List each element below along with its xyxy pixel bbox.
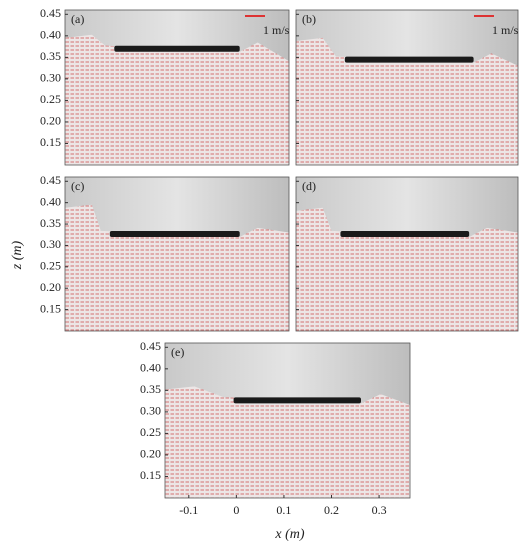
plate bbox=[344, 56, 474, 63]
panel-label: (a) bbox=[71, 12, 84, 26]
y-tick-label: 0.45 bbox=[40, 173, 61, 187]
panel: (c) 0.15 0.20 0.25 0.30 0.35 0.40 0.45 bbox=[40, 173, 290, 332]
water-vector-field bbox=[165, 386, 410, 498]
y-tick-label: 0.45 bbox=[40, 6, 61, 20]
y-tick-label: 0.35 bbox=[40, 216, 61, 230]
y-tick-label: 0.40 bbox=[140, 361, 161, 375]
y-tick-label: 0.25 bbox=[40, 92, 61, 106]
y-tick-label: 0.30 bbox=[40, 71, 61, 85]
scale-arrow bbox=[245, 15, 265, 17]
panel-label: (c) bbox=[71, 179, 84, 193]
scale-arrow bbox=[474, 15, 494, 17]
y-tick-label: 0.20 bbox=[40, 280, 61, 294]
water-vector-field bbox=[296, 207, 518, 331]
plate bbox=[114, 45, 240, 52]
y-tick-label: 0.15 bbox=[40, 135, 61, 149]
panel: (d) bbox=[295, 176, 519, 332]
y-tick-label: 0.30 bbox=[140, 404, 161, 418]
y-axis-label: z (m) bbox=[10, 240, 25, 270]
panel-label: (b) bbox=[302, 12, 316, 26]
y-tick-label: 0.15 bbox=[40, 301, 61, 315]
panel-frame bbox=[64, 9, 290, 166]
scale-label: 1 m/s bbox=[263, 23, 290, 37]
x-tick-label: 0.3 bbox=[372, 503, 387, 517]
x-tick-label: -0.1 bbox=[179, 503, 198, 517]
y-tick-label: 0.25 bbox=[40, 259, 61, 273]
water-vector-field bbox=[65, 34, 289, 165]
panel-frame bbox=[164, 342, 411, 499]
y-tick-label: 0.35 bbox=[140, 382, 161, 396]
y-tick-label: 0.20 bbox=[40, 114, 61, 128]
x-tick-label: 0 bbox=[233, 503, 239, 517]
y-tick-label: 0.35 bbox=[40, 49, 61, 63]
water-vector-field bbox=[296, 37, 518, 165]
panel-frame bbox=[295, 9, 519, 166]
panel: (e) 0.15 0.20 0.25 0.30 0.35 0.40 0.45 -0.1 0 0.1 0… bbox=[140, 339, 411, 517]
x-tick-label: 0.2 bbox=[324, 503, 339, 517]
y-tick-label: 0.30 bbox=[40, 237, 61, 251]
y-tick-label: 0.40 bbox=[40, 194, 61, 208]
y-tick-label: 0.45 bbox=[140, 339, 161, 353]
panel-label: (e) bbox=[171, 345, 184, 359]
panel-frame bbox=[64, 176, 290, 332]
y-tick-label: 0.40 bbox=[40, 28, 61, 42]
scale-label: 1 m/s bbox=[492, 23, 519, 37]
y-tick-label: 0.20 bbox=[140, 447, 161, 461]
panel-frame bbox=[295, 176, 519, 332]
y-tick-label: 0.15 bbox=[140, 468, 161, 482]
panel: (b) 1 m/s bbox=[295, 9, 519, 166]
panel-label: (d) bbox=[302, 179, 316, 193]
plate bbox=[340, 230, 470, 237]
x-tick-label: 0.1 bbox=[276, 503, 291, 517]
plate bbox=[233, 397, 361, 404]
y-tick-label: 0.25 bbox=[140, 425, 161, 439]
plate bbox=[109, 230, 240, 237]
panel: (a) 1 m/s 0.15 0.20 0.25 0.30 0.35 0.40 0.45 bbox=[40, 6, 290, 166]
x-axis-label: x (m) bbox=[274, 527, 304, 542]
